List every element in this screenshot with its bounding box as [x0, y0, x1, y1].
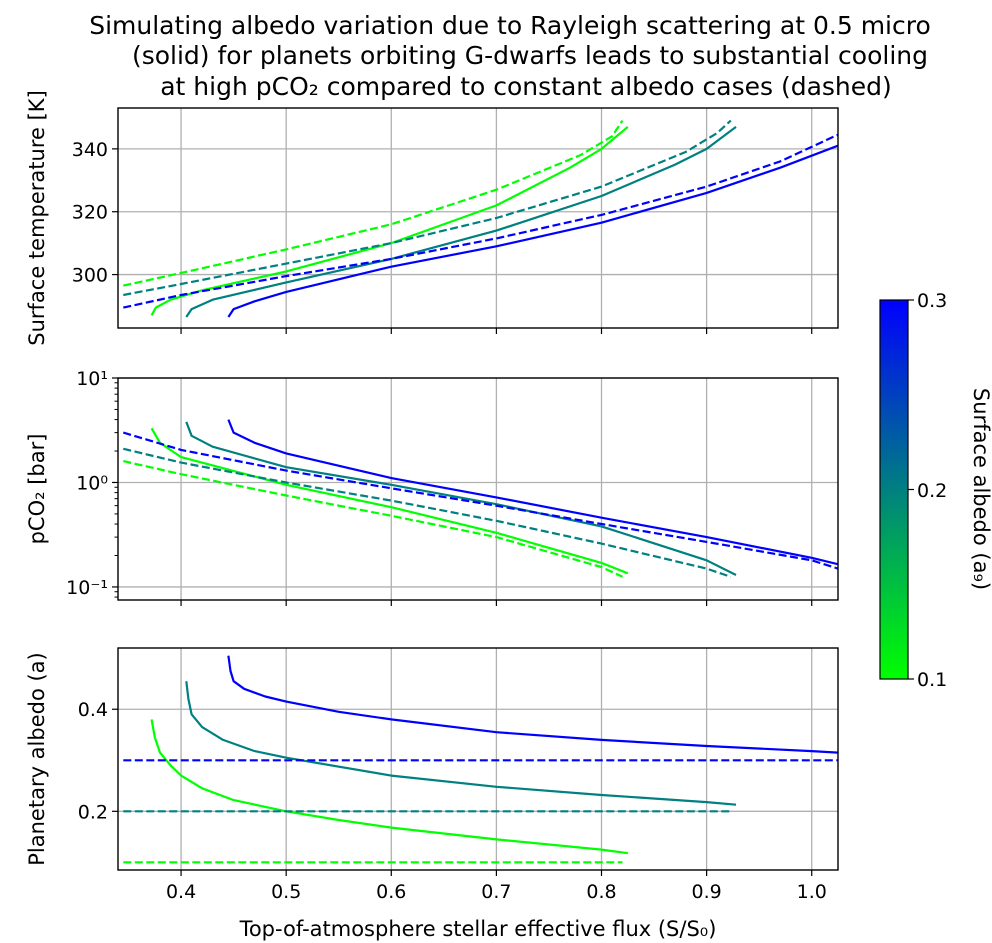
series-line-albedo-0.1-dashed — [123, 119, 624, 287]
y-tick-label: 0.2 — [78, 801, 108, 823]
series-line-albedo-0.1-solid — [150, 719, 628, 855]
series-line-albedo-0.2-dashed — [123, 119, 732, 297]
colorbar-gradient — [879, 299, 909, 680]
axes-frame — [117, 647, 839, 871]
y-tick-label: 10¹ — [76, 368, 108, 390]
series-line-albedo-0.2-dashed — [123, 447, 732, 578]
series-line-albedo-0.3-solid — [227, 655, 838, 754]
panel-1: 300 320 340 Surface temperature [K] — [25, 90, 839, 346]
x-tick-label: 1.0 — [797, 881, 827, 903]
y-tick-label: 300 — [72, 265, 108, 287]
x-tick-label: 0.6 — [376, 881, 406, 903]
series-line-albedo-0.3-dashed — [122, 431, 838, 570]
x-axis-label: Top-of-atmosphere stellar effective flux… — [239, 917, 717, 941]
series-group — [123, 119, 838, 318]
y-tick-label: 320 — [72, 202, 108, 224]
chart-title-line-3: at high pCO₂ compared to constant albedo… — [160, 72, 892, 101]
x-tick-label: 0.4 — [166, 881, 196, 903]
x-tick-label: 0.9 — [692, 881, 722, 903]
series-group — [122, 419, 838, 578]
colorbar-tick-label: 0.1 — [917, 669, 947, 691]
x-tick-label: 0.7 — [481, 881, 511, 903]
series-line-albedo-0.1-dashed — [123, 460, 623, 578]
series-line-albedo-0.3-solid — [227, 419, 838, 566]
y-tick-label: 0.4 — [78, 699, 108, 721]
series-line-albedo-0.2-solid — [185, 126, 737, 318]
x-tick-label: 0.5 — [271, 881, 301, 903]
colorbar-tick-label: 0.2 — [917, 480, 947, 502]
series-line-albedo-0.1-solid — [150, 126, 629, 316]
axes-frame — [117, 377, 839, 601]
series-group — [123, 655, 838, 864]
series-line-albedo-0.3-dashed — [123, 133, 838, 309]
y-axis-label: Planetary albedo (a) — [25, 652, 49, 866]
y-tick-label: 340 — [72, 139, 108, 161]
y-tick-label: 10⁰ — [76, 472, 108, 494]
chart-title-line-1: Simulating albedo variation due to Rayle… — [89, 11, 931, 40]
y-axis-label: pCO₂ [bar] — [25, 434, 49, 545]
panel-3: 0.4 0.5 0.6 0.7 0.8 0.9 1.0 0.2 0.4 Planetary alb… — [25, 647, 839, 903]
axes-frame — [117, 107, 839, 329]
colorbar: 0.3 0.2 0.1 Surface albedo (a₉) — [879, 290, 992, 691]
colorbar-label: Surface albedo (a₉) — [969, 388, 992, 590]
y-tick-label: 10⁻¹ — [66, 577, 108, 599]
chart-title-line-2: (solid) for planets orbiting G-dwarfs le… — [132, 41, 928, 70]
colorbar-tick-label: 0.3 — [917, 290, 947, 312]
series-line-albedo-0.2-solid — [185, 681, 737, 806]
series-line-albedo-0.2-solid — [185, 421, 737, 576]
series-line-albedo-0.3-solid — [227, 144, 838, 318]
panel-2: 10⁻¹ 10⁰ 10¹ pCO₂ [bar] — [25, 368, 839, 606]
x-tick-label: 0.8 — [586, 881, 616, 903]
y-axis-label: Surface temperature [K] — [25, 90, 49, 346]
